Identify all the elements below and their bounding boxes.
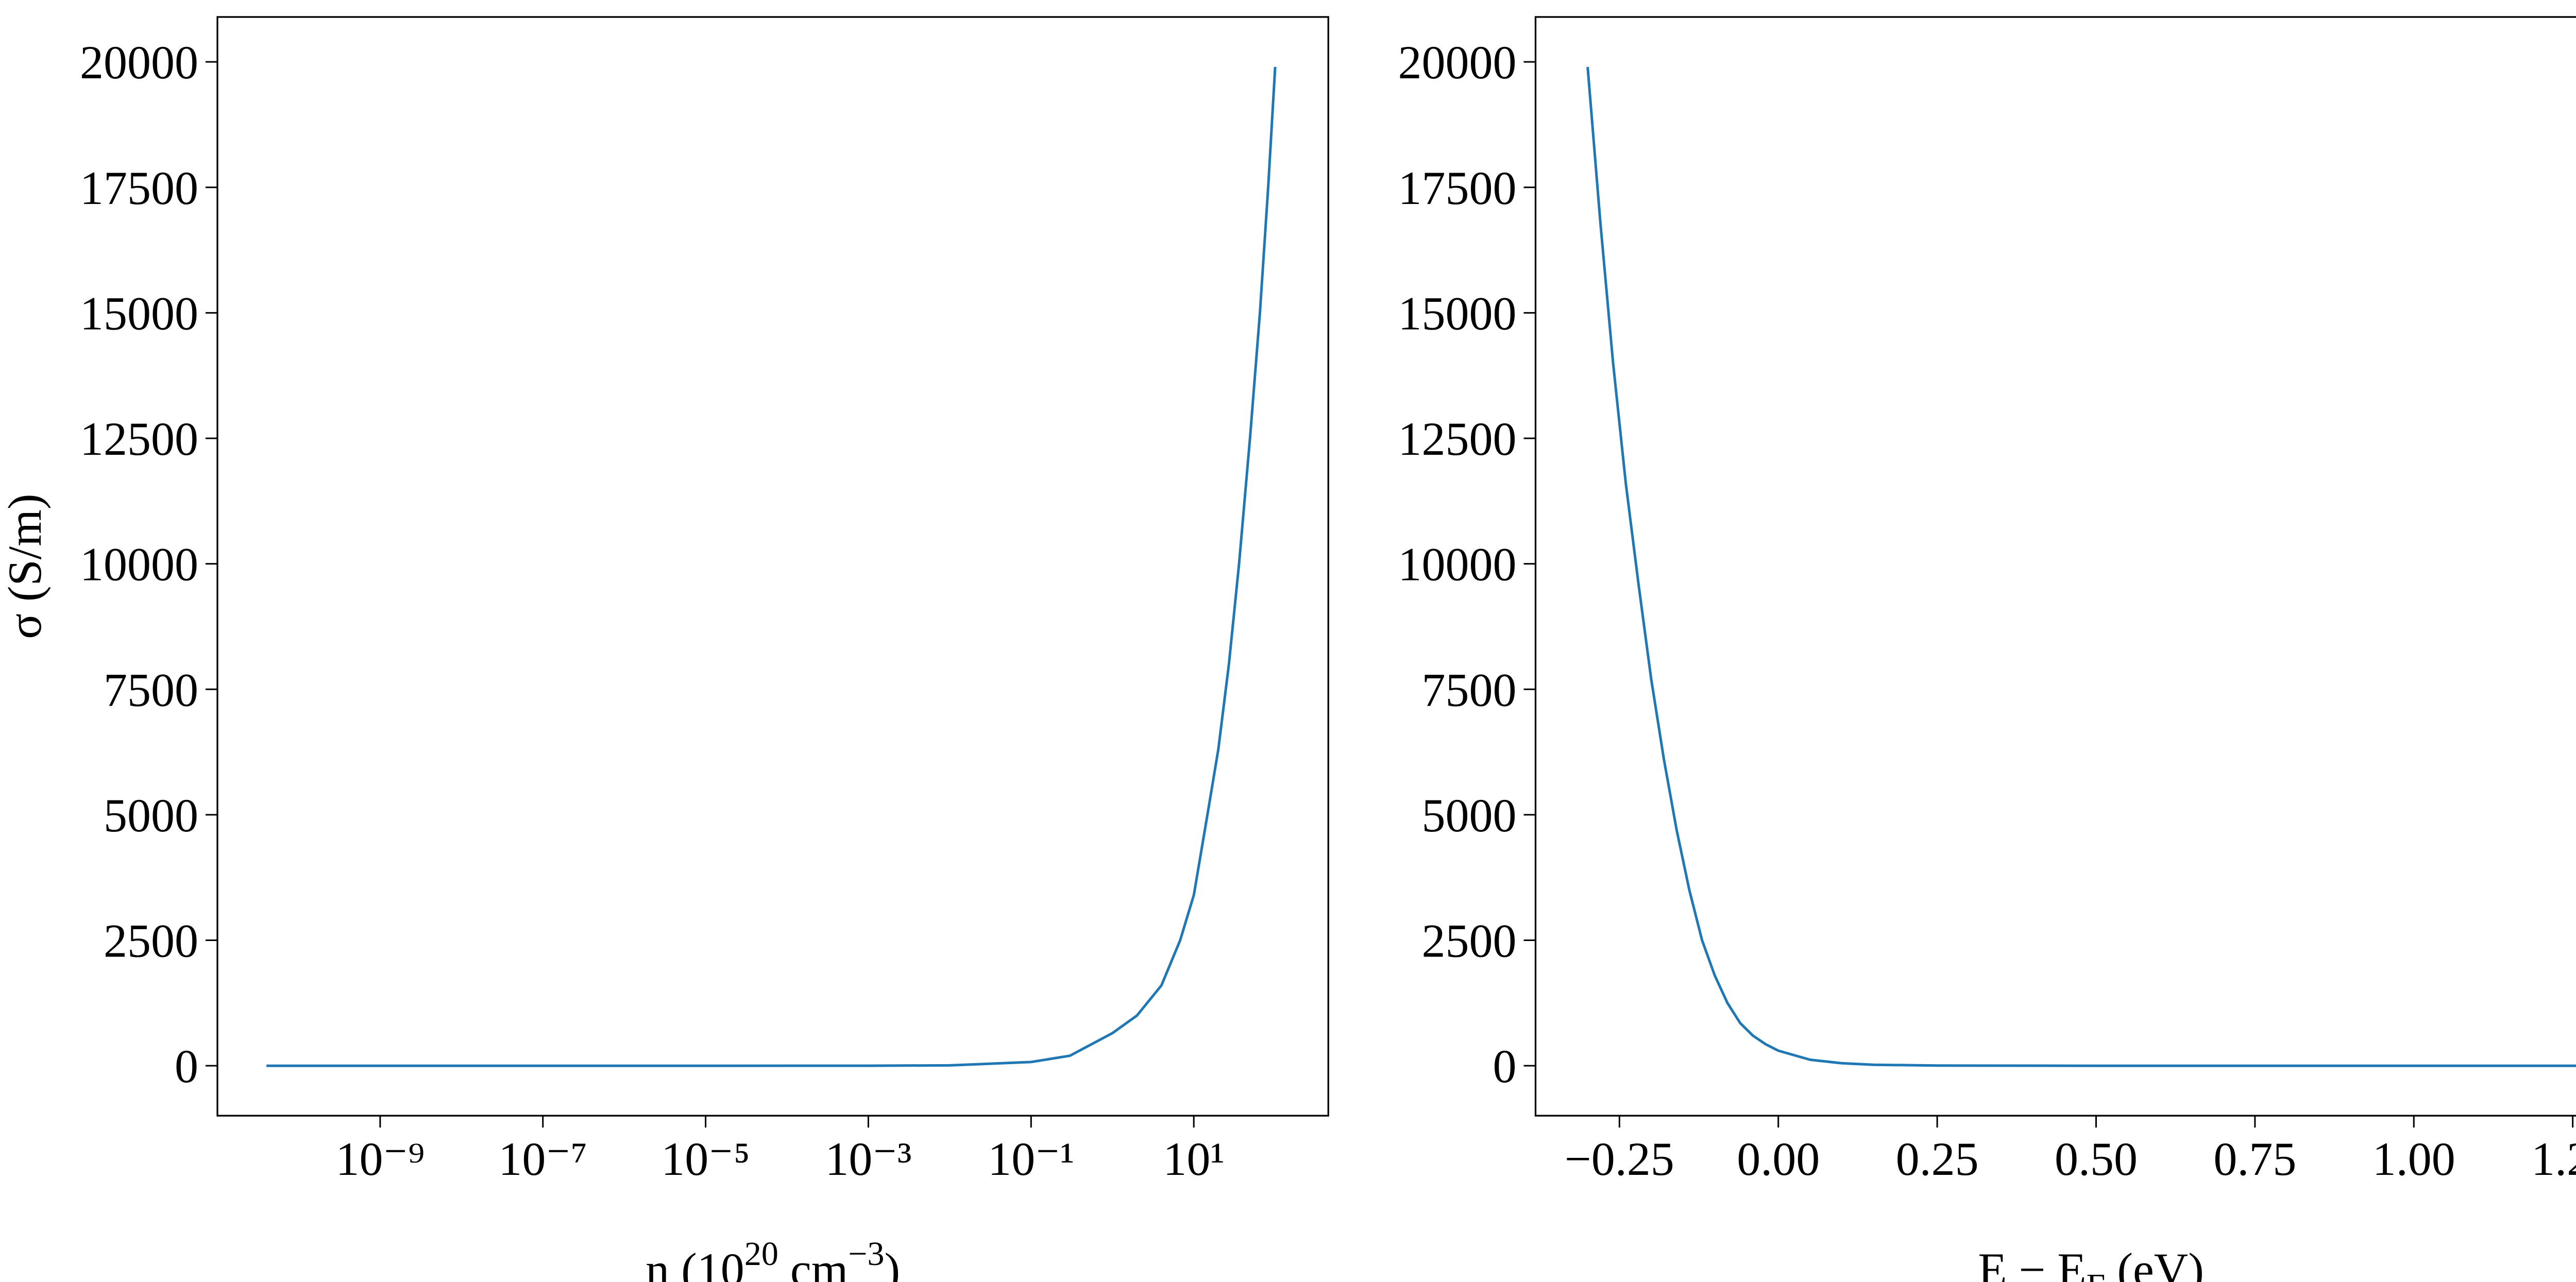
y-tick-label: 15000: [1398, 287, 1516, 339]
x-axis-label-part: (eV): [2105, 1243, 2204, 1282]
y-tick-label: 15000: [80, 287, 198, 339]
x-axis-label-part: F: [2087, 1267, 2106, 1282]
y-tick-label: 20000: [1398, 36, 1516, 89]
data-line: [1586, 66, 2576, 1067]
y-tick-label: 17500: [80, 162, 198, 214]
y-tick-label: 17500: [1398, 162, 1516, 214]
data-line: [266, 66, 1277, 1067]
axes-frame: [1534, 16, 2576, 1117]
x-tick-label: 10⁻⁷: [498, 1133, 587, 1185]
x-axis-label-part: E − E: [1978, 1243, 2086, 1282]
y-tick-label: 2500: [1421, 915, 1516, 967]
x-tick-label: 0.75: [2213, 1133, 2296, 1185]
y-tick-label: 0: [1493, 1040, 1516, 1092]
axes-frame: [216, 16, 1329, 1117]
x-axis-label: E − EF (eV): [1978, 1243, 2204, 1282]
y-tick-label: 7500: [104, 663, 198, 716]
y-tick-label: 5000: [104, 789, 198, 842]
x-tick-label: 10⁻⁹: [336, 1133, 425, 1185]
y-tick-label: 7500: [1421, 663, 1516, 716]
x-axis-label-part: n (10: [646, 1243, 744, 1282]
y-tick-label: 5000: [1421, 789, 1516, 842]
x-axis-label-part: −3: [848, 1235, 884, 1273]
y-tick-label: 12500: [1398, 413, 1516, 465]
x-axis-label-part: 20: [744, 1235, 778, 1273]
x-tick-label: 0.00: [1737, 1133, 1820, 1185]
x-tick-label: 10¹: [1163, 1133, 1225, 1185]
x-tick-label: 0.50: [2055, 1133, 2138, 1185]
x-axis-label: n (1020 cm−3): [646, 1235, 900, 1282]
x-tick-label: 10⁻³: [825, 1133, 911, 1185]
x-tick-label: 10⁻¹: [988, 1133, 1074, 1185]
x-axis-label-part: cm: [778, 1243, 848, 1282]
y-tick-label: 2500: [104, 915, 198, 967]
x-tick-label: 1.00: [2372, 1133, 2455, 1185]
y-axis-label: σ (S/m): [0, 493, 51, 639]
y-tick-label: 10000: [80, 538, 198, 591]
x-tick-label: 10⁻⁵: [661, 1133, 750, 1185]
x-tick-label: −0.25: [1565, 1133, 1674, 1185]
y-tick-label: 0: [175, 1040, 198, 1092]
y-tick-label: 12500: [80, 413, 198, 465]
x-tick-label: 1.25: [2531, 1133, 2576, 1185]
x-axis-label-part: ): [884, 1243, 900, 1282]
x-tick-label: 0.25: [1896, 1133, 1979, 1185]
y-tick-label: 20000: [80, 36, 198, 89]
y-tick-label: 10000: [1398, 538, 1516, 591]
